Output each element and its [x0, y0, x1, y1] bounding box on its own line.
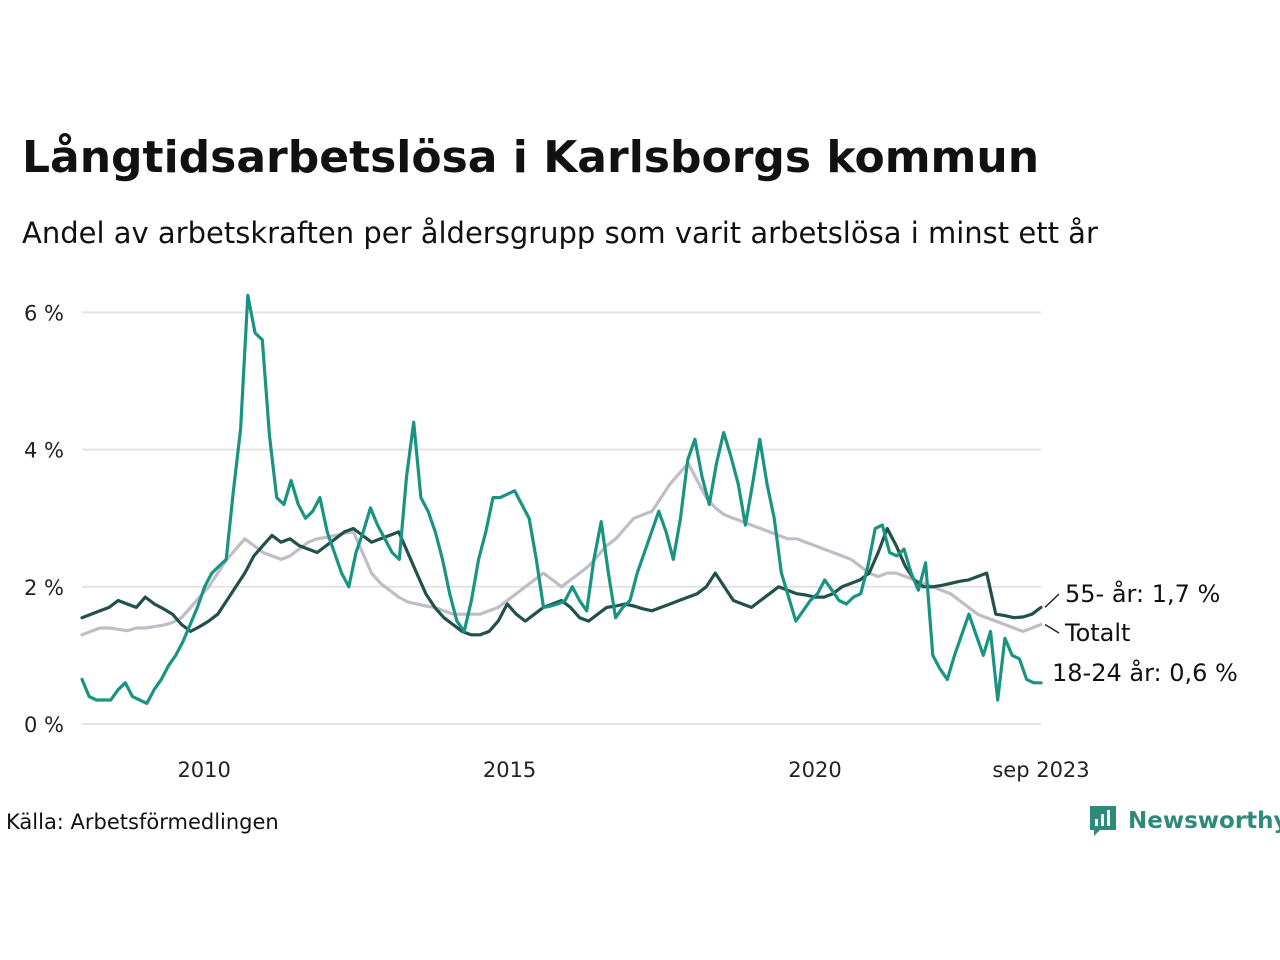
source-note: Källa: Arbetsförmedlingen — [6, 810, 279, 834]
chart-subtitle: Andel av arbetskraften per åldersgrupp s… — [22, 216, 1098, 250]
y-tick-label: 2 % — [24, 576, 64, 600]
line-chart: 0 % 2 % 4 % 6 % 2010 2015 2020 sep 2023 Totalt… — [24, 293, 1238, 782]
series-line-total — [80, 461, 1043, 637]
x-tick-label: 2015 — [483, 758, 536, 782]
series-line-senior — [80, 526, 1043, 637]
x-tick-label: sep 2023 — [992, 758, 1089, 782]
end-labels: Totalt 55- år: 1,7 % 18-24 år: 0,6 % — [1044, 579, 1238, 687]
end-label-total: Totalt — [1064, 619, 1130, 647]
end-label-senior: 55- år: 1,7 % — [1065, 579, 1220, 608]
y-tick-label: 4 % — [24, 439, 64, 463]
series-lines — [80, 293, 1043, 705]
x-tick-label: 2020 — [788, 758, 841, 782]
leader-line-total — [1044, 623, 1060, 634]
gridlines — [82, 311, 1041, 725]
y-tick-label: 6 % — [24, 301, 64, 325]
brand-name: Newsworthy — [1128, 808, 1280, 834]
end-label-youth: 18-24 år: 0,6 % — [1052, 658, 1238, 687]
leader-line-senior — [1044, 593, 1060, 608]
x-axis-ticks: 2010 2015 2020 sep 2023 — [177, 758, 1089, 782]
brand-logo: Newsworthy — [1088, 804, 1280, 838]
x-tick-label: 2010 — [177, 758, 230, 782]
y-tick-label: 0 % — [24, 713, 64, 737]
series-line-youth — [80, 293, 1043, 705]
y-axis-ticks: 0 % 2 % 4 % 6 % — [24, 301, 64, 737]
newsworthy-logo-icon — [1090, 806, 1116, 836]
chart-title: Långtidsarbetslösa i Karlsborgs kommun — [22, 132, 1040, 183]
